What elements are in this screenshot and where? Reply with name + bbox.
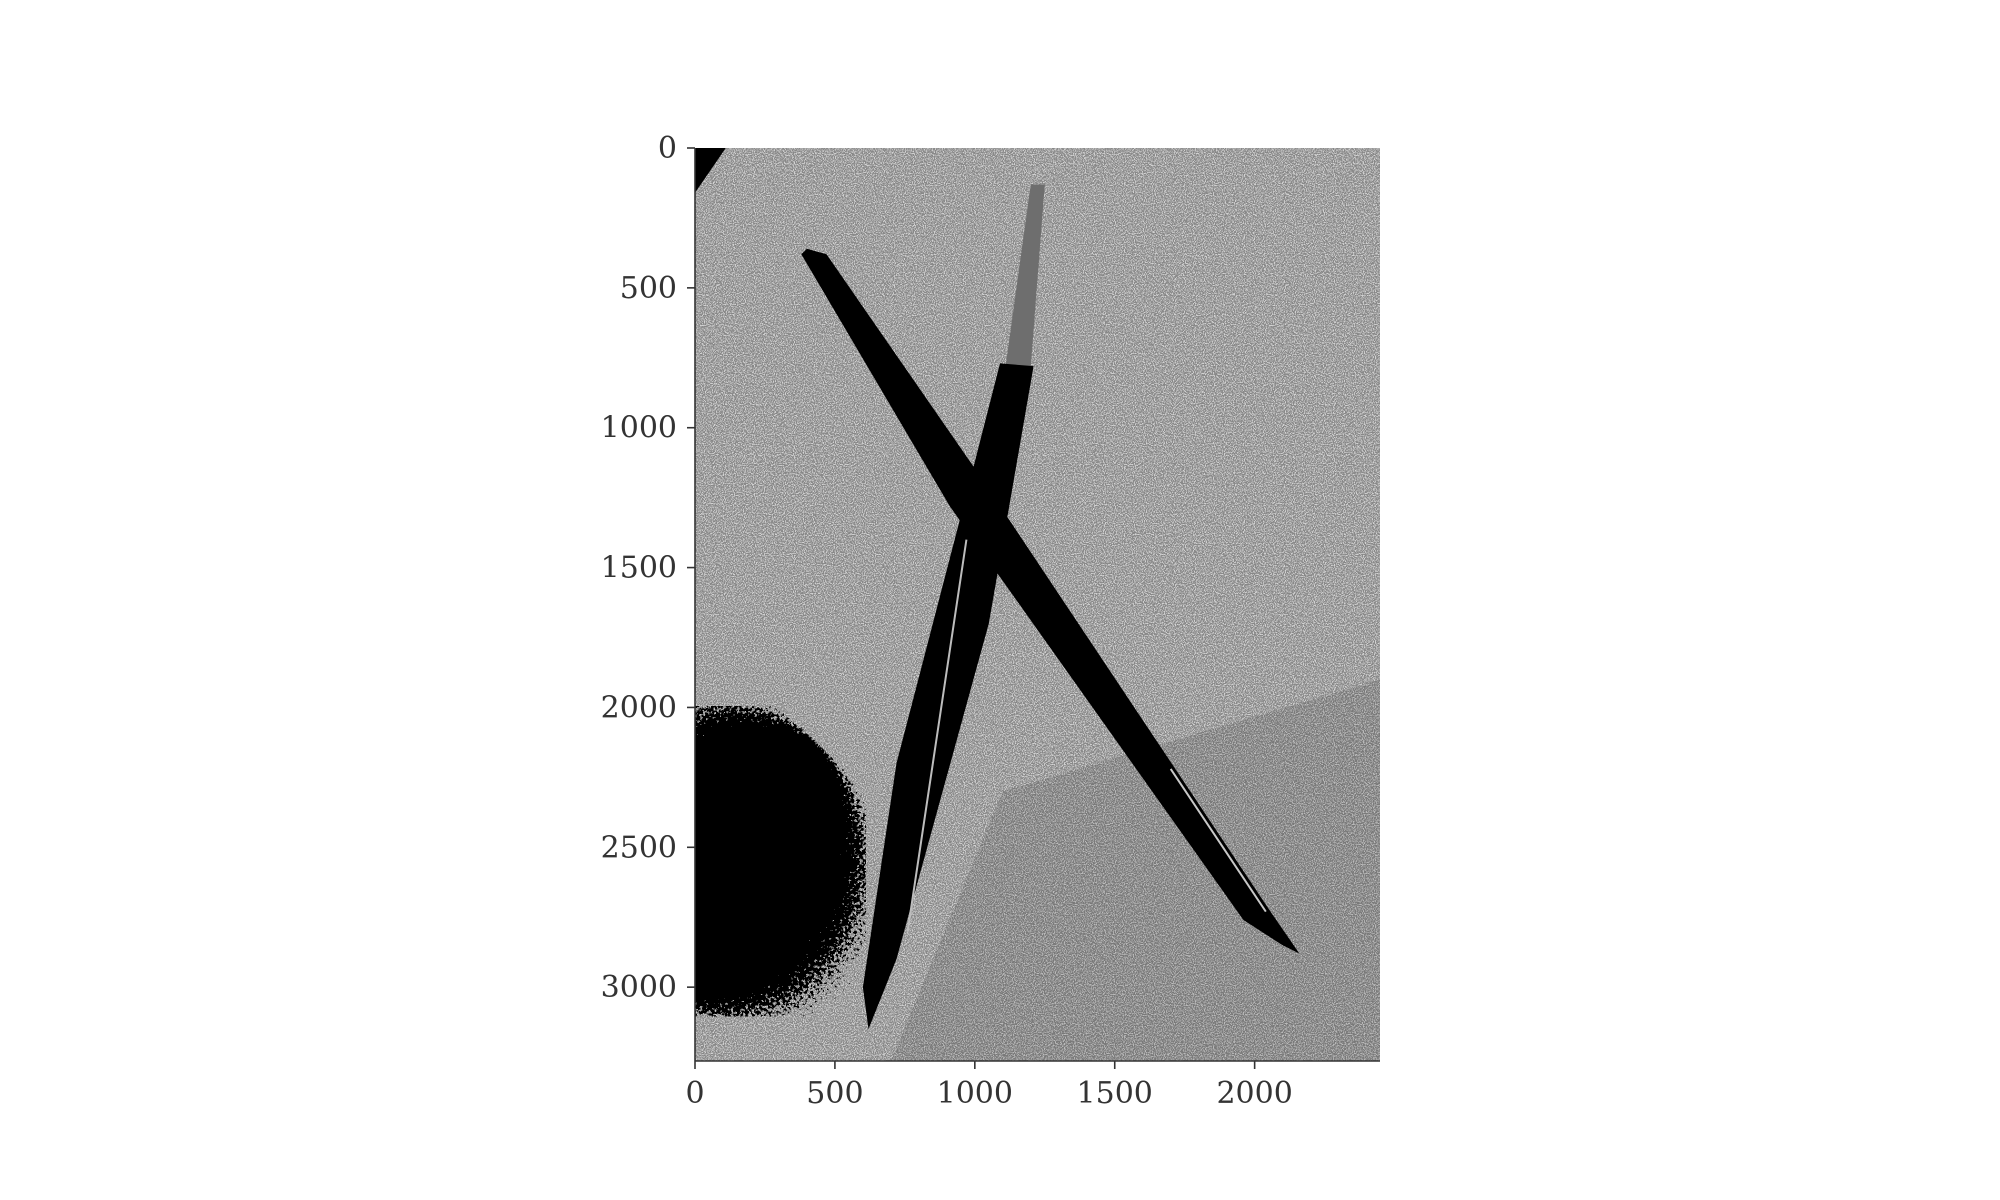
y-tick-label: 2000 — [601, 690, 677, 725]
pen-vertical-highlight — [906, 539, 968, 932]
y-tick-label: 1500 — [601, 551, 677, 586]
y-tick-label: 0 — [658, 131, 677, 166]
pen-vertical-body — [862, 363, 1034, 1030]
pen-diagonal-highlight — [1169, 768, 1267, 913]
x-tick-label: 500 — [806, 1076, 863, 1111]
y-tick-label: 500 — [620, 271, 677, 306]
x-tick-label: 2000 — [1216, 1076, 1292, 1111]
x-tick-label: 1500 — [1077, 1076, 1153, 1111]
y-tick-label: 3000 — [601, 970, 677, 1005]
axes: 0 500 1000 1500 2000 0 500 1000 1500 2000 2500 3000 — [601, 131, 1380, 1111]
x-tick-label: 1000 — [937, 1076, 1013, 1111]
y-tick-label: 2500 — [601, 830, 677, 865]
pen-vertical-cap — [1005, 184, 1045, 367]
photo-dark-blob — [695, 706, 866, 1017]
photo-corner — [695, 148, 726, 193]
photo-image — [695, 148, 1380, 1061]
pen-diagonal — [801, 248, 1300, 954]
y-tick-label: 1000 — [601, 411, 677, 446]
x-tick-label: 0 — [685, 1076, 704, 1111]
